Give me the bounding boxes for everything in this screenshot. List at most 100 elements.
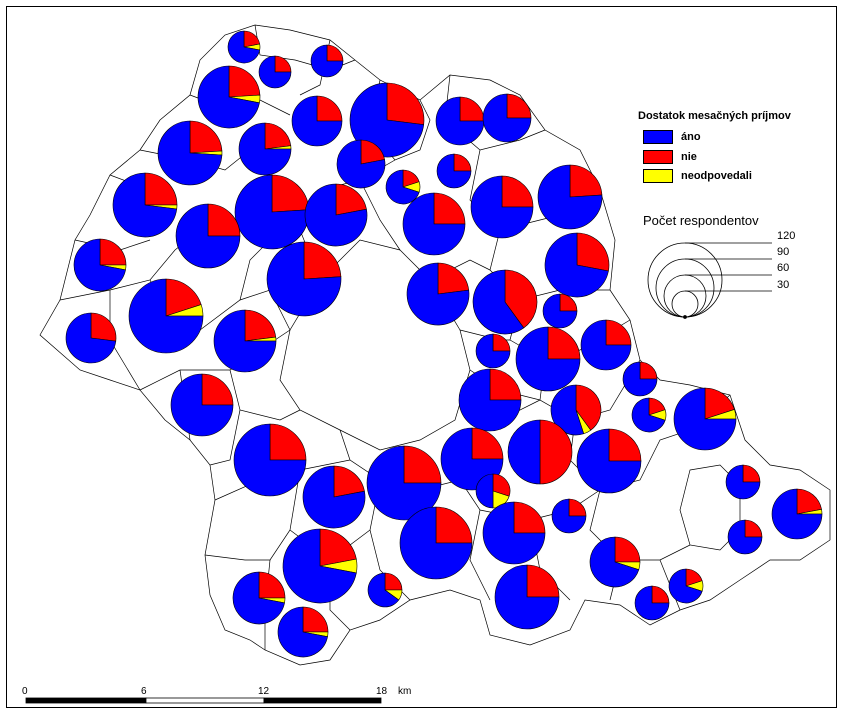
pie-symbol: [291, 95, 343, 147]
pie-symbol: [258, 55, 292, 89]
pie-slice: [622, 361, 658, 397]
pie-slice: [335, 183, 367, 216]
pie-symbol: [494, 564, 560, 630]
pie-symbol: [128, 278, 204, 354]
pie-slice: [475, 333, 511, 369]
pie-slice: [385, 169, 420, 205]
size-legend-circles: [647, 242, 772, 319]
size-label-90: 90: [777, 246, 790, 258]
pie-slice: [576, 232, 610, 272]
pie-slice: [504, 269, 538, 329]
pie-slice: [128, 278, 204, 354]
pie-slice: [796, 488, 822, 515]
scale-bar-segment: [25, 697, 147, 704]
pie-slice: [668, 568, 703, 604]
pie-symbol: [727, 519, 763, 555]
pie-slice: [269, 423, 307, 461]
pie-slice: [515, 326, 581, 392]
pie-slice: [90, 312, 117, 342]
pie-slice: [367, 572, 400, 608]
scale-bar-segment: [145, 697, 265, 704]
pie-slice: [234, 174, 310, 250]
pie-symbol: [366, 445, 442, 521]
pie-slice: [482, 93, 532, 143]
legend-label-ano: áno: [681, 131, 701, 143]
pie-slice: [506, 93, 532, 119]
pie-slice: [472, 269, 525, 335]
pie-slice: [232, 571, 285, 625]
pie-slice: [513, 501, 546, 534]
pie-slice: [475, 473, 494, 509]
pie-slice: [170, 373, 234, 437]
size-legend-circle: [655, 258, 715, 318]
legend-swatch-ano: [643, 130, 673, 144]
pie-slice: [386, 82, 425, 125]
pie-symbol: [234, 174, 310, 250]
pie-slice: [316, 95, 343, 122]
pie-slice: [258, 55, 292, 89]
pie-slice: [526, 564, 560, 598]
pie-symbol: [472, 269, 538, 335]
pie-symbol: [507, 419, 573, 485]
pie-slice: [634, 585, 670, 621]
pie-slice: [258, 571, 286, 599]
pie-slice: [233, 423, 307, 497]
size-legend-title: Počet respondentov: [643, 213, 759, 228]
pie-slice: [608, 428, 642, 462]
pie-slice: [326, 44, 344, 62]
pie-slice: [569, 164, 603, 198]
pie-slice: [336, 139, 386, 189]
pie-symbol: [65, 312, 117, 364]
pie-slice: [437, 262, 470, 295]
pie-symbol: [266, 241, 342, 317]
pie-slice: [458, 368, 522, 432]
pie-slice: [492, 473, 511, 497]
pie-slice: [725, 464, 761, 500]
legend-title: Dostatok mesačných príjmov: [638, 110, 791, 122]
pie-slice: [673, 387, 737, 451]
pie-slice: [435, 506, 473, 544]
scale-unit: km: [398, 686, 412, 697]
pie-symbol: [233, 423, 307, 497]
pie-slice: [366, 445, 442, 521]
pie-symbol: [402, 192, 466, 256]
legend-label-neodpovedali: neodpovedali: [681, 170, 752, 182]
pie-slice: [277, 606, 328, 658]
pie-symbol: [542, 293, 578, 329]
size-legend-circle: [663, 274, 707, 318]
pie-slice: [165, 278, 202, 317]
pie-symbol: [435, 96, 485, 146]
legend-swatch-neodpovedali: [643, 169, 673, 183]
pie-symbol: [622, 361, 658, 397]
pie-symbol: [336, 139, 386, 189]
pie-slice: [213, 309, 277, 373]
pie-slice: [291, 95, 343, 147]
pie-slice: [266, 241, 342, 317]
pie-slice: [303, 241, 342, 280]
pie-slice: [65, 312, 117, 364]
pie-slice: [542, 293, 578, 329]
pie-symbol: [537, 164, 603, 230]
pie-symbol: [277, 606, 329, 658]
legend-label-nie: nie: [681, 151, 697, 163]
pie-symbol: [589, 536, 641, 588]
scale-tick-0: 0: [22, 686, 28, 697]
pie-symbol: [232, 571, 286, 625]
pie-symbol: [634, 585, 670, 621]
pie-slice: [319, 528, 357, 567]
pie-symbol: [580, 319, 632, 371]
pie-symbol: [482, 501, 546, 565]
size-label-60: 60: [777, 262, 790, 274]
pie-symbol: [112, 172, 178, 238]
pie-slice: [550, 384, 585, 436]
pie-symbol: [302, 465, 366, 529]
pie-slice: [614, 536, 641, 563]
pie-symbol: [282, 528, 358, 604]
pie-slice: [494, 564, 560, 630]
pie-slice: [189, 120, 223, 154]
pie-symbol: [475, 473, 511, 509]
pie-slice: [175, 203, 241, 269]
pie-slice: [539, 419, 573, 485]
pie-slice: [576, 428, 642, 494]
